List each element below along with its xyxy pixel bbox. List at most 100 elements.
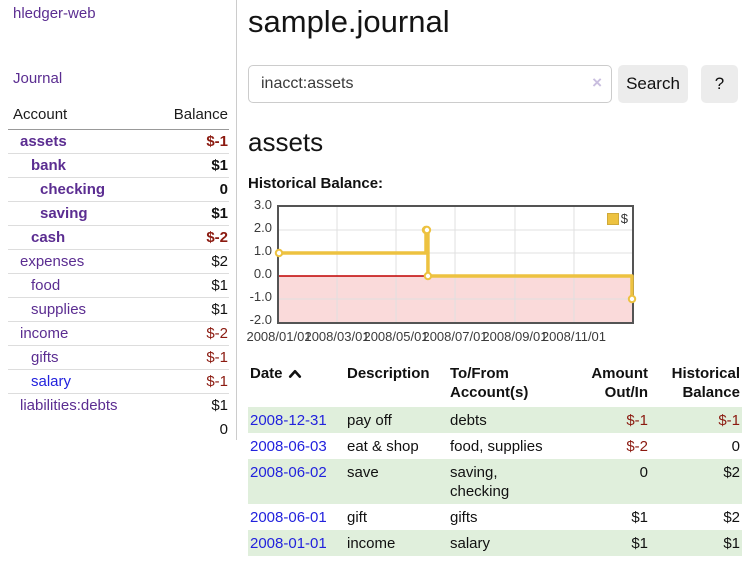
account-link[interactable]: expenses bbox=[20, 253, 85, 270]
accounts-table: Account Balance assets $-1 bank $1 checking 0… bbox=[8, 103, 229, 441]
page-title: sample.journal bbox=[248, 4, 450, 39]
sort-ascending-icon bbox=[288, 369, 301, 378]
account-balance: $-2 bbox=[150, 225, 229, 250]
x-axis-tick-label: 2008/01/01 bbox=[246, 329, 312, 344]
account-link[interactable]: gifts bbox=[31, 349, 59, 366]
register-amount-cell: $-1 bbox=[626, 412, 648, 429]
account-name-cell: cash bbox=[8, 225, 151, 250]
chart-canvas bbox=[274, 207, 637, 322]
search-input[interactable] bbox=[248, 65, 612, 103]
account-name-cell: expenses bbox=[8, 249, 151, 274]
transaction-date-link[interactable]: 2008-06-02 bbox=[250, 464, 327, 481]
help-button[interactable]: ? bbox=[701, 65, 738, 103]
transaction-date-link[interactable]: 2008-12-31 bbox=[250, 412, 327, 429]
register-row: 2008-12-31 pay off debts $-1 $-1 bbox=[248, 407, 742, 433]
register-balance-cell: $2 bbox=[723, 464, 740, 481]
register-header-amount: Amount Out/In bbox=[591, 365, 648, 401]
account-balance: $-1 bbox=[206, 133, 228, 150]
account-balance: 0 bbox=[150, 177, 229, 202]
register-accounts-cell: gifts bbox=[450, 509, 478, 526]
register-date-cell: 2008-06-02 bbox=[248, 459, 345, 504]
register-header-balance: Historical Balance bbox=[671, 365, 740, 401]
accounts-table-header-row: Account Balance bbox=[8, 103, 229, 130]
transaction-date-link[interactable]: 2008-06-03 bbox=[250, 438, 327, 455]
register-date-cell: 2008-01-01 bbox=[248, 530, 345, 556]
account-balance: $1 bbox=[150, 153, 229, 178]
account-link[interactable]: checking bbox=[40, 181, 106, 198]
x-axis-tick-label: 2008/07/01 bbox=[422, 329, 488, 344]
register-description-cell: pay off bbox=[347, 412, 392, 429]
register-table: Date Description To/From Account(s) Amou… bbox=[248, 362, 742, 556]
register-date-cell: 2008-06-01 bbox=[248, 504, 345, 530]
account-balance: $1 bbox=[150, 273, 229, 298]
register-header-description: Description bbox=[347, 365, 430, 382]
x-axis-tick-label: 2008/09/01 bbox=[482, 329, 548, 344]
account-name-cell: saving bbox=[8, 201, 151, 226]
account-balance: $-1 bbox=[150, 369, 229, 394]
y-axis-tick-label: 0.0 bbox=[253, 266, 272, 281]
account-row: salary $-1 bbox=[8, 369, 229, 394]
register-header-accounts: To/From Account(s) bbox=[450, 365, 529, 401]
accounts-header-account: Account bbox=[8, 103, 151, 130]
accounts-total-value: 0 bbox=[219, 421, 228, 438]
account-link[interactable]: cash bbox=[31, 229, 66, 246]
clear-search-icon[interactable]: × bbox=[592, 73, 602, 92]
account-balance: $-1 bbox=[150, 345, 229, 370]
register-balance-cell: $1 bbox=[723, 535, 740, 552]
register-header-date[interactable]: Date bbox=[248, 362, 345, 407]
register-balance-cell: 0 bbox=[731, 438, 740, 455]
y-axis-tick-label: -2.0 bbox=[249, 312, 272, 327]
chart-plot-area: $ bbox=[274, 205, 637, 324]
account-link[interactable]: bank bbox=[31, 157, 67, 174]
account-link[interactable]: food bbox=[31, 277, 61, 294]
register-description-cell: eat & shop bbox=[347, 438, 419, 455]
transaction-date-link[interactable]: 2008-06-01 bbox=[250, 509, 327, 526]
account-balance: $1 bbox=[150, 297, 229, 322]
account-row: saving $1 bbox=[8, 201, 229, 226]
account-row: income $-2 bbox=[8, 321, 229, 346]
account-link[interactable]: assets bbox=[20, 133, 67, 150]
register-accounts-cell: food, supplies bbox=[450, 438, 543, 455]
account-link[interactable]: saving bbox=[40, 205, 88, 222]
register-row: 2008-06-02 save saving, checking 0 $2 bbox=[248, 459, 742, 504]
register-accounts-cell: salary bbox=[450, 535, 491, 552]
account-link[interactable]: liabilities:debts bbox=[20, 397, 118, 414]
account-balance: $2 bbox=[150, 249, 229, 274]
search-button[interactable]: Search bbox=[618, 65, 688, 103]
legend-swatch bbox=[606, 212, 619, 225]
account-balance: $1 bbox=[150, 201, 229, 226]
account-name-cell: checking bbox=[8, 177, 151, 202]
account-row: supplies $1 bbox=[8, 297, 229, 322]
register-accounts-cell: debts bbox=[450, 412, 487, 429]
accounts-total-row: 0 bbox=[8, 417, 229, 441]
account-row: assets $-1 bbox=[8, 130, 229, 154]
account-name-cell: income bbox=[8, 321, 151, 346]
register-amount-cell: 0 bbox=[639, 464, 648, 481]
account-name-cell: bank bbox=[8, 153, 151, 178]
account-link[interactable]: supplies bbox=[31, 301, 87, 318]
x-axis-tick-label: 2008/11/01 bbox=[541, 329, 607, 344]
historical-balance-chart: $ 3.0 2.0 1.0 0.0 -1.0 -2.0 2008/01/01 2008/03/… bbox=[246, 198, 742, 348]
account-name-cell: gifts bbox=[8, 345, 151, 370]
account-link[interactable]: income bbox=[20, 325, 69, 342]
account-name-cell: salary bbox=[8, 369, 151, 394]
account-balance: $-2 bbox=[150, 321, 229, 346]
chart-title: Historical Balance: bbox=[248, 175, 384, 192]
legend-label: $ bbox=[620, 211, 628, 226]
account-row: expenses $2 bbox=[8, 249, 229, 274]
account-heading: assets bbox=[248, 127, 324, 157]
account-balance: $1 bbox=[150, 393, 229, 417]
app-brand-link[interactable]: hledger-web bbox=[13, 5, 96, 22]
account-name-cell: food bbox=[8, 273, 151, 298]
y-axis-tick-label: 1.0 bbox=[253, 243, 272, 258]
chart-legend: $ bbox=[606, 211, 628, 226]
sidebar-item-journal[interactable]: Journal bbox=[13, 70, 63, 87]
register-balance-cell: $-1 bbox=[718, 412, 740, 429]
accounts-header-balance: Balance bbox=[150, 103, 229, 130]
account-row: bank $1 bbox=[8, 153, 229, 178]
register-amount-cell: $-2 bbox=[626, 438, 648, 455]
account-link[interactable]: salary bbox=[31, 373, 72, 390]
register-date-cell: 2008-12-31 bbox=[248, 407, 345, 433]
register-description-cell: save bbox=[347, 464, 379, 481]
transaction-date-link[interactable]: 2008-01-01 bbox=[250, 535, 327, 552]
